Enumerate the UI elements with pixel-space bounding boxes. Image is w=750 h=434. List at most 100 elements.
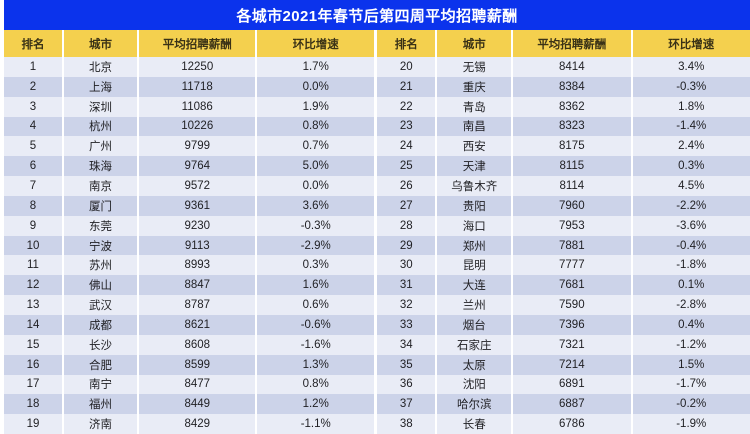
city-cell: 郑州: [437, 235, 514, 256]
city-cell: 杭州: [64, 116, 140, 137]
salary-cell: 8599: [139, 354, 258, 375]
rank-cell: 34: [377, 334, 438, 355]
growth-cell: 1.6%: [302, 279, 329, 292]
rank-cell: 36: [377, 374, 438, 395]
table-row: 1 北京 12250 1.7%: [4, 57, 377, 77]
salary-cell: 8993: [139, 255, 258, 276]
table-row: 23 南昌 8323 -1.4%: [377, 116, 750, 137]
salary-cell: 8114: [513, 176, 633, 196]
salary-cell: 7953: [513, 215, 633, 236]
city-cell: 武汉: [64, 295, 140, 315]
city-cell: 上海: [64, 76, 140, 97]
rank-cell: 7: [4, 176, 64, 196]
table-row: 21 重庆 8384 -0.3%: [377, 76, 750, 97]
city-cell: 重庆: [437, 76, 514, 97]
growth-cell: 0.8%: [302, 120, 329, 133]
table-row: 31 大连 7681 0.1%: [377, 275, 750, 296]
salary-cell: 8787: [139, 295, 258, 315]
rank-cell: 5: [4, 136, 64, 157]
table-right: 排名 城市 平均招聘薪酬 环比增速 20 无锡 8414 3.4% 21 重庆 8384 -0…: [377, 30, 750, 434]
rank-cell: 29: [377, 235, 438, 256]
rank-cell: 19: [4, 414, 64, 434]
rank-cell: 38: [377, 414, 438, 434]
growth-cell: 3.4%: [678, 60, 705, 73]
city-cell: 哈尔滨: [437, 394, 514, 415]
salary-cell: 6887: [513, 394, 633, 415]
rank-cell: 12: [4, 275, 64, 296]
salary-cell: 9572: [139, 176, 258, 196]
salary-cell: 8384: [513, 76, 633, 97]
table-row: 2 上海 11718 0.0%: [4, 76, 377, 97]
salary-cell: 8608: [139, 334, 258, 355]
city-cell: 西安: [437, 136, 514, 157]
rank-cell: 23: [377, 116, 438, 137]
table-row: 37 哈尔滨 6887 -0.2%: [377, 394, 750, 415]
city-cell: 南昌: [437, 116, 514, 137]
table-row: 18 福州 8449 1.2%: [4, 394, 377, 415]
column-header-rank: 排名: [4, 30, 64, 57]
table-row: 34 石家庄 7321 -1.2%: [377, 334, 750, 355]
growth-cell: -1.1%: [300, 418, 331, 431]
rank-cell: 17: [4, 374, 64, 395]
salary-cell: 7777: [513, 255, 633, 276]
table-row: 12 佛山 8847 1.6%: [4, 275, 377, 296]
rank-cell: 4: [4, 116, 64, 137]
table-row: 6 珠海 9764 5.0%: [4, 156, 377, 177]
table-row: 13 武汉 8787 0.6%: [4, 295, 377, 315]
growth-cell: 1.2%: [302, 398, 329, 411]
rank-cell: 15: [4, 334, 64, 355]
column-header-salary: 平均招聘薪酬: [513, 30, 633, 57]
salary-cell: 6891: [513, 374, 633, 395]
table-row: 11 苏州 8993 0.3%: [4, 255, 377, 276]
growth-cell: -3.6%: [676, 219, 707, 232]
table-row: 28 海口 7953 -3.6%: [377, 215, 750, 236]
growth-cell: 0.3%: [678, 160, 705, 173]
growth-cell: 0.3%: [302, 259, 329, 272]
city-cell: 广州: [64, 136, 140, 157]
table-body-left: 1 北京 12250 1.7% 2 上海 11718 0.0% 3 深圳 11086 1.9% 4 杭州 1…: [4, 57, 377, 434]
table-row: 8 厦门 9361 3.6%: [4, 195, 377, 216]
table-row: 3 深圳 11086 1.9%: [4, 96, 377, 117]
table-row: 7 南京 9572 0.0%: [4, 176, 377, 196]
growth-cell: -1.7%: [676, 378, 707, 391]
growth-cell: -1.6%: [300, 338, 331, 351]
city-cell: 南宁: [64, 374, 140, 395]
city-cell: 东莞: [64, 215, 140, 236]
page-title: 各城市2021年春节后第四周平均招聘薪酬: [236, 7, 518, 25]
rank-cell: 37: [377, 394, 438, 415]
salary-cell: 8449: [139, 394, 258, 415]
rank-cell: 18: [4, 394, 64, 415]
growth-cell: 1.5%: [678, 358, 705, 371]
city-cell: 佛山: [64, 275, 140, 296]
table-row: 36 沈阳 6891 -1.7%: [377, 374, 750, 395]
salary-cell: 11718: [139, 76, 258, 97]
table-row: 5 广州 9799 0.7%: [4, 136, 377, 157]
salary-cell: 8621: [139, 314, 258, 335]
city-cell: 济南: [64, 414, 140, 434]
salary-cell: 9799: [139, 136, 258, 157]
salary-cell: 8115: [513, 156, 633, 177]
growth-cell: 1.9%: [302, 100, 329, 113]
table-row: 26 乌鲁木齐 8114 4.5%: [377, 176, 750, 196]
city-cell: 合肥: [64, 354, 140, 375]
table-row: 20 无锡 8414 3.4%: [377, 57, 750, 77]
rank-cell: 28: [377, 215, 438, 236]
city-cell: 太原: [437, 354, 514, 375]
column-header-salary: 平均招聘薪酬: [139, 30, 258, 57]
growth-cell: -0.3%: [300, 219, 331, 232]
rank-cell: 11: [4, 255, 64, 276]
salary-cell: 7681: [513, 275, 633, 296]
table-header-row-left: 排名 城市 平均招聘薪酬 环比增速: [4, 30, 377, 57]
city-cell: 珠海: [64, 156, 140, 177]
rank-cell: 13: [4, 295, 64, 315]
table-row: 15 长沙 8608 -1.6%: [4, 334, 377, 355]
rank-cell: 30: [377, 255, 438, 276]
growth-cell: -1.2%: [676, 338, 707, 351]
growth-cell: -2.8%: [676, 299, 707, 312]
growth-cell: 1.8%: [678, 100, 705, 113]
rank-cell: 20: [377, 57, 438, 77]
salary-cell: 11086: [139, 96, 258, 117]
salary-cell: 8175: [513, 136, 633, 157]
salary-cell: 9230: [139, 215, 258, 236]
growth-cell: 0.0%: [302, 80, 329, 93]
